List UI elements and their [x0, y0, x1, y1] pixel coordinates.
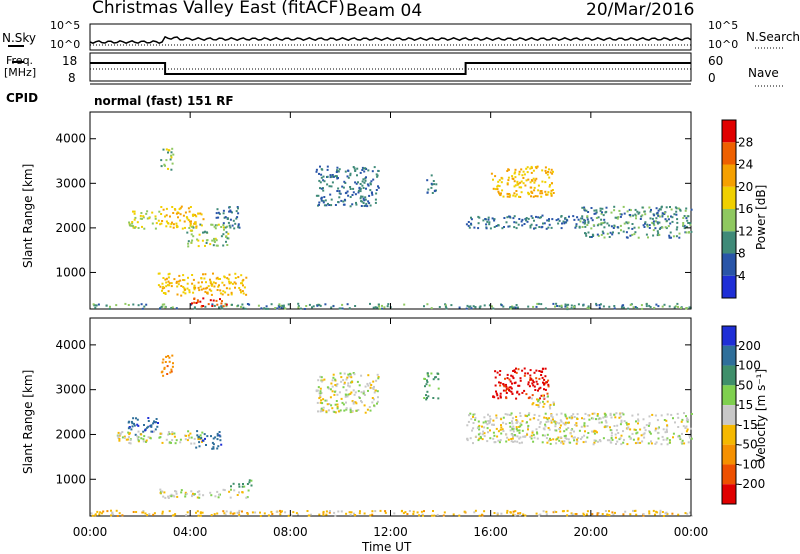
velocity-colorbar-label-2: 50: [738, 378, 753, 392]
velocity-colorbar-frame: [721, 325, 737, 505]
power-colorbar-label-4: 20: [738, 180, 753, 194]
power-colorbar-label-5: 24: [738, 158, 753, 172]
velocity-colorbar-label-1: 100: [738, 359, 761, 373]
velocity-colorbar-label-0: 200: [738, 339, 761, 353]
date-title: 20/Mar/2016: [586, 0, 695, 20]
nsky-tick-top: 10^5: [50, 19, 81, 32]
nsky-panel-frame: [89, 23, 692, 51]
power-colorbar-segment-7: [722, 120, 736, 143]
velocity-colorbar-segment-6: [722, 444, 736, 465]
velocity-colorbar-segment-5: [722, 424, 736, 445]
nsky-trace: [89, 35, 692, 45]
power-region-11: [465, 214, 593, 230]
velocity-ytick-label-2000: 2000: [55, 427, 86, 441]
power-region-4: [128, 210, 163, 230]
nsearch-label: N.Search: [746, 30, 800, 44]
velocity-colorbar-segment-8: [722, 484, 736, 504]
velocity-region-7: [315, 372, 380, 414]
power-colorbar-segment-2: [722, 231, 736, 254]
power-region-3: [160, 147, 175, 171]
power-colorbar-segment-6: [722, 142, 736, 165]
velocity-region-4: [127, 417, 162, 436]
nave-label: Nave: [748, 66, 779, 80]
freq-tick-top: 18: [62, 54, 78, 68]
velocity-region-0: [90, 509, 693, 517]
velocity-ytick-label-4000: 4000: [55, 338, 86, 352]
xtick-label-4: 16:00: [473, 525, 508, 539]
velocity-colorbar-label-3: 15: [738, 398, 753, 412]
power-region-1: [157, 272, 248, 297]
power-region-10: [490, 165, 555, 198]
velocity-colorbar-segment-7: [722, 464, 736, 485]
freq-tick-bottom: 8: [68, 71, 76, 85]
power-colorbar-segment-5: [722, 164, 736, 187]
power-ytick-label-2000: 2000: [55, 221, 86, 235]
power-colorbar-label-0: 4: [738, 269, 746, 283]
power-region-7: [215, 206, 241, 230]
nave-tick-bottom: 0: [708, 71, 716, 85]
xtick-label-0: 00:00: [73, 525, 108, 539]
freq-label: Freq.: [6, 54, 34, 67]
power-colorbar-segment-0: [722, 275, 736, 298]
cpid-value: normal (fast) 151 RF: [94, 94, 234, 108]
nsky-tick-bottom: 10^0: [50, 38, 81, 51]
xtick-label-5: 20:00: [574, 525, 609, 539]
velocity-colorbar-label-7: -200: [738, 477, 765, 491]
freq-panel-frame: [89, 52, 692, 82]
power-colorbar-label-6: 28: [738, 135, 753, 149]
velocity-region-8: [423, 372, 440, 401]
nsearch-tick-top: 10^5: [708, 19, 739, 32]
power-region-12: [578, 205, 693, 239]
velocity-colorbar-label-4: -15: [738, 418, 758, 432]
xtick-label-3: 12:00: [373, 525, 408, 539]
cpid-label: CPID: [6, 91, 39, 105]
velocity-region-11: [466, 412, 693, 446]
freq-unit: [MHz]: [4, 66, 37, 79]
frequency-trace: [90, 62, 691, 75]
power-region-0: [92, 302, 692, 311]
velocity-colorbar-label-6: -100: [738, 457, 765, 471]
velocity-region-10: [530, 394, 555, 410]
power-region-9: [426, 174, 438, 194]
power-colorbar-label-3: 16: [738, 202, 753, 216]
velocity-colorbar-segment-2: [722, 365, 736, 386]
velocity-region-1: [159, 488, 250, 499]
velocity-colorbar-segment-0: [722, 326, 736, 346]
power-ytick-label-1000: 1000: [55, 265, 86, 279]
power-colorbar-segment-1: [722, 253, 736, 276]
power-colorbar-segment-4: [722, 186, 736, 209]
nsky-label: N.Sky: [2, 31, 37, 45]
nsearch-tick-bottom: 10^0: [708, 38, 739, 51]
xtick-label-6: 00:00: [674, 525, 709, 539]
power-region-2: [191, 297, 228, 308]
velocity-region-2: [230, 479, 253, 488]
velocity-region-6: [195, 430, 223, 450]
velocity-colorbar-segment-3: [722, 385, 736, 406]
velocity-panel-frame: [89, 317, 692, 517]
power-panel-frame: [89, 111, 692, 310]
power-colorbar-label-2: 12: [738, 224, 753, 238]
power-ytick-label-3000: 3000: [55, 176, 86, 190]
velocity-colorbar-label-5: -50: [738, 438, 758, 452]
xtick-label-2: 08:00: [273, 525, 308, 539]
power-ytick-label-4000: 4000: [55, 132, 86, 146]
velocity-ytick-label-3000: 3000: [55, 383, 86, 397]
power-colorbar-segment-3: [722, 209, 736, 232]
nave-tick-top: 60: [708, 54, 724, 68]
x-axis-label: Time UT: [362, 540, 412, 554]
velocity-colorbar-segment-4: [722, 405, 736, 425]
velocity-colorbar-segment-1: [722, 345, 736, 366]
velocity-region-3: [160, 354, 174, 377]
xtick-label-1: 04:00: [173, 525, 208, 539]
velocity-ytick-label-1000: 1000: [55, 472, 86, 486]
beam-title: Beam 04: [346, 1, 423, 21]
power-region-6: [186, 223, 230, 248]
power-colorbar-label-1: 8: [738, 247, 746, 261]
station-title: Christmas Valley East (fitACF): [92, 0, 345, 18]
power-region-8: [315, 165, 380, 208]
